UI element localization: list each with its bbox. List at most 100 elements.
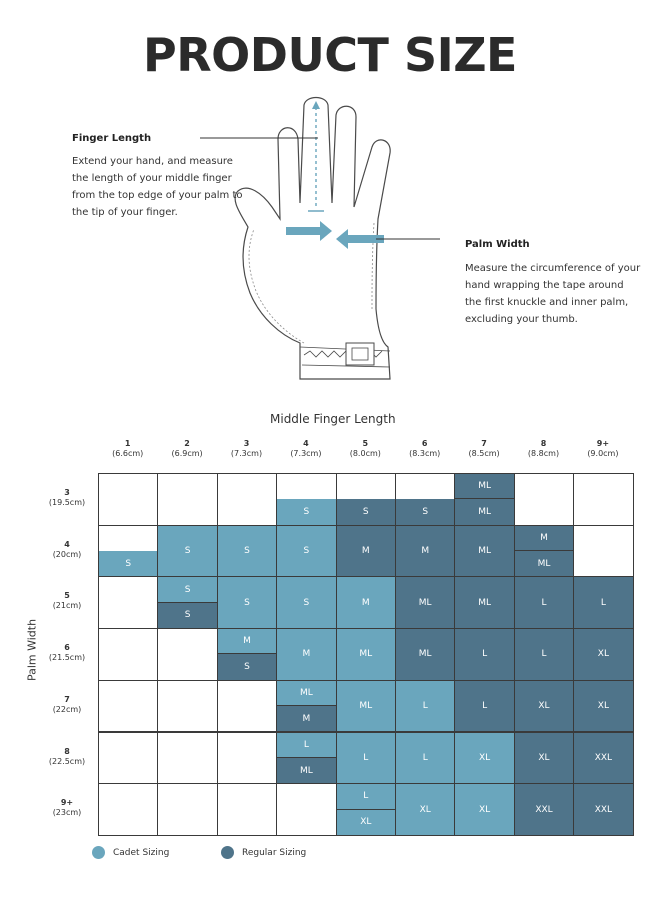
row-header: 4 (20cm) bbox=[44, 540, 90, 560]
table-cell: L ML bbox=[276, 731, 337, 785]
regular-size-label: ML bbox=[396, 629, 455, 680]
regular-size-label: ML bbox=[514, 551, 574, 577]
regular-size-label: L bbox=[514, 629, 574, 680]
table-cell: S bbox=[395, 473, 456, 526]
finger-length-line: from the top edge of your palm to bbox=[72, 190, 243, 201]
table-cell bbox=[157, 783, 218, 836]
cadet-size-label: S bbox=[277, 525, 336, 577]
table-cell: ML bbox=[335, 679, 396, 733]
column-number: 2 bbox=[184, 439, 190, 448]
row-header: 8 (22.5cm) bbox=[44, 747, 90, 767]
row-cm: (19.5cm) bbox=[48, 498, 86, 507]
row-number: 6 bbox=[64, 643, 70, 653]
table-cell: L bbox=[395, 679, 456, 733]
middle-finger-length-title: Middle Finger Length bbox=[270, 412, 396, 426]
row-cm: (21cm) bbox=[52, 601, 82, 611]
table-cell: ML M bbox=[276, 679, 337, 733]
column-number: 1 bbox=[124, 439, 131, 448]
regular-size-label: L bbox=[514, 577, 574, 629]
row-cm: (21.5cm) bbox=[48, 653, 86, 663]
table-cell bbox=[513, 473, 575, 526]
regular-size-label: M bbox=[514, 525, 574, 552]
row-number: 5 bbox=[64, 591, 70, 601]
page-title: PRODUCT SIZE bbox=[143, 28, 517, 82]
row-header: 5 (21cm) bbox=[44, 591, 90, 611]
cadet-size-label: L bbox=[396, 680, 455, 732]
row-header: 3 (19.5cm) bbox=[44, 488, 90, 508]
table-cell bbox=[216, 783, 278, 836]
column-number: 7 bbox=[481, 439, 487, 448]
column-number: 9+ bbox=[596, 439, 610, 448]
column-cm: (8.5cm) bbox=[468, 449, 500, 458]
regular-size-label: L bbox=[574, 577, 633, 629]
table-cell: XL bbox=[395, 783, 456, 836]
cadet-size-label: M bbox=[336, 577, 395, 629]
table-cell: ML bbox=[395, 628, 456, 681]
table-cell: L bbox=[513, 628, 575, 681]
regular-size-label: XXL bbox=[514, 784, 574, 835]
table-cell bbox=[98, 473, 159, 526]
table-cell: XL bbox=[573, 679, 634, 733]
column-cm: (8.0cm) bbox=[349, 449, 381, 458]
table-cell: S bbox=[276, 524, 337, 578]
row-number: 3 bbox=[64, 488, 70, 497]
row-header: 6 (21.5cm) bbox=[44, 643, 90, 663]
palm-width-line: hand wrapping the tape around bbox=[465, 280, 624, 291]
table-cell: M ML bbox=[513, 524, 575, 578]
regular-size-label: XL bbox=[514, 732, 574, 784]
finger-length-line: the tip of your finger. bbox=[72, 207, 178, 218]
column-header: 7 (8.5cm) bbox=[454, 439, 514, 459]
table-cell: S bbox=[276, 576, 337, 630]
palm-width-title: Palm Width bbox=[465, 239, 530, 250]
regular-size-label: ML bbox=[277, 757, 336, 784]
row-header: 9+ (23cm) bbox=[44, 798, 90, 818]
regular-size-label: ML bbox=[455, 474, 514, 500]
column-cm: (7.3cm) bbox=[230, 449, 263, 458]
table-cell bbox=[276, 783, 337, 836]
regular-size-label: M bbox=[336, 525, 395, 577]
table-cell: ML ML bbox=[454, 473, 515, 526]
cadet-size-label: XL bbox=[396, 784, 455, 835]
cadet-size-label: S bbox=[277, 499, 336, 525]
regular-size-label: XL bbox=[514, 680, 574, 732]
table-cell: XL bbox=[513, 679, 575, 733]
row-cm: (22cm) bbox=[52, 704, 82, 714]
table-cell: S bbox=[216, 524, 278, 578]
column-number: 5 bbox=[362, 439, 369, 448]
cadet-size-label: L bbox=[336, 732, 395, 784]
regular-size-label: S bbox=[158, 602, 217, 629]
cadet-size-label: ML bbox=[277, 680, 336, 707]
legend-cadet: Cadet Sizing bbox=[92, 846, 169, 859]
column-header: 1 (6.6cm) bbox=[98, 439, 158, 459]
cadet-size-label: S bbox=[217, 525, 277, 577]
table-cell: S bbox=[157, 524, 218, 578]
palm-width-line: the first knuckle and inner palm, bbox=[465, 297, 629, 308]
finger-length-description: Extend your hand, and measure the length… bbox=[72, 153, 242, 221]
row-header: 7 (22cm) bbox=[44, 695, 90, 715]
table-cell: M bbox=[395, 524, 456, 578]
table-cell: XL bbox=[454, 783, 515, 836]
cadet-size-label: S bbox=[99, 551, 158, 577]
column-cm: (6.9cm) bbox=[171, 449, 203, 458]
column-number: 4 bbox=[303, 439, 309, 448]
finger-length-line: the length of your middle finger bbox=[72, 173, 232, 184]
cadet-size-label: S bbox=[158, 577, 217, 603]
table-cell: M bbox=[335, 576, 396, 630]
column-number: 6 bbox=[421, 439, 428, 448]
column-cm: (6.6cm) bbox=[112, 449, 144, 458]
regular-size-label: S bbox=[217, 654, 277, 680]
cadet-size-label: XL bbox=[455, 784, 514, 835]
palm-width-description: Measure the circumference of your hand w… bbox=[465, 260, 640, 328]
table-cell: ML bbox=[454, 524, 515, 578]
regular-size-label: M bbox=[277, 706, 336, 732]
column-header: 2 (6.9cm) bbox=[157, 439, 217, 459]
regular-size-label: L bbox=[455, 629, 514, 680]
row-cm: (22.5cm) bbox=[48, 756, 86, 766]
column-cm: (8.8cm) bbox=[527, 449, 560, 458]
cadet-size-label: L bbox=[396, 732, 455, 784]
table-cell: S bbox=[216, 576, 278, 630]
table-cell: XXL bbox=[573, 783, 634, 836]
table-cell bbox=[157, 679, 218, 733]
